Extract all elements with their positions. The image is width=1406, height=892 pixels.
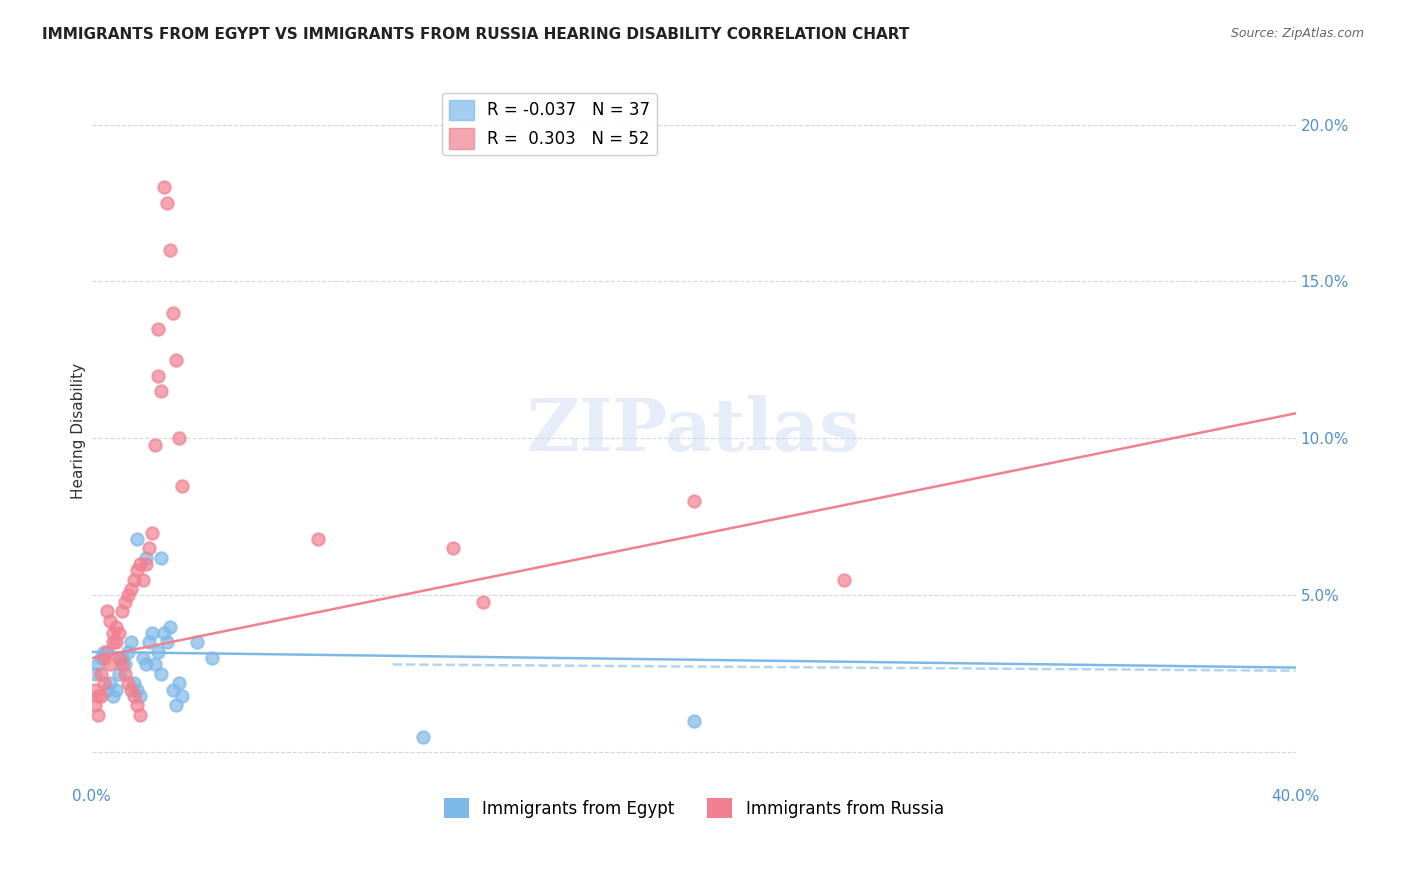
Point [201,651,224,665]
Point [125,532,148,546]
Point [114,657,136,672]
Point [135,657,157,672]
Point [141,626,163,640]
Point [172,689,194,703]
Point [120,635,142,649]
Point [138,635,160,649]
Point [114,595,136,609]
Point [122,689,145,703]
Point [167,676,190,690]
Point [122,676,145,690]
Point [165,353,187,368]
Point [307,532,329,546]
Point [111,604,134,618]
Point [90,689,112,703]
Point [90,666,112,681]
Point [129,557,152,571]
Point [96,604,118,618]
Point [143,657,166,672]
Point [143,438,166,452]
Point [83,698,105,713]
Point [832,573,855,587]
Point [98,657,121,672]
Point [117,676,139,690]
Point [165,698,187,713]
Point [156,196,179,211]
Point [150,384,173,399]
Point [96,682,118,697]
Point [682,714,704,728]
Y-axis label: Hearing Disability: Hearing Disability [72,362,86,499]
Text: IMMIGRANTS FROM EGYPT VS IMMIGRANTS FROM RUSSIA HEARING DISABILITY CORRELATION C: IMMIGRANTS FROM EGYPT VS IMMIGRANTS FROM… [42,27,910,42]
Point [441,541,464,556]
Point [90,651,112,665]
Point [138,541,160,556]
Point [98,614,121,628]
Point [186,635,208,649]
Point [167,432,190,446]
Point [87,657,110,672]
Point [114,666,136,681]
Point [83,666,105,681]
Point [132,573,155,587]
Text: ZIPatlas: ZIPatlas [527,395,860,467]
Point [108,666,131,681]
Point [150,550,173,565]
Point [162,682,184,697]
Point [93,676,115,690]
Point [159,243,181,257]
Point [87,707,110,722]
Point [682,494,704,508]
Point [132,651,155,665]
Point [146,368,169,383]
Point [125,563,148,577]
Point [156,635,179,649]
Point [159,620,181,634]
Point [146,645,169,659]
Point [96,645,118,659]
Point [87,689,110,703]
Point [153,180,176,194]
Point [125,682,148,697]
Point [104,620,127,634]
Point [93,651,115,665]
Point [162,306,184,320]
Point [129,707,152,722]
Point [117,645,139,659]
Point [120,682,142,697]
Point [104,682,127,697]
Point [111,651,134,665]
Point [122,573,145,587]
Point [153,626,176,640]
Point [412,730,434,744]
Point [172,478,194,492]
Point [120,582,142,596]
Point [98,676,121,690]
Point [101,689,124,703]
Point [101,626,124,640]
Point [135,550,157,565]
Point [93,645,115,659]
Point [472,595,495,609]
Point [108,651,131,665]
Point [111,657,134,672]
Point [150,666,173,681]
Point [146,321,169,335]
Legend: Immigrants from Egypt, Immigrants from Russia: Immigrants from Egypt, Immigrants from R… [437,791,950,825]
Point [83,682,105,697]
Text: Source: ZipAtlas.com: Source: ZipAtlas.com [1230,27,1364,40]
Point [135,557,157,571]
Point [141,525,163,540]
Point [129,689,152,703]
Point [101,635,124,649]
Point [125,698,148,713]
Point [117,588,139,602]
Point [108,626,131,640]
Point [104,635,127,649]
